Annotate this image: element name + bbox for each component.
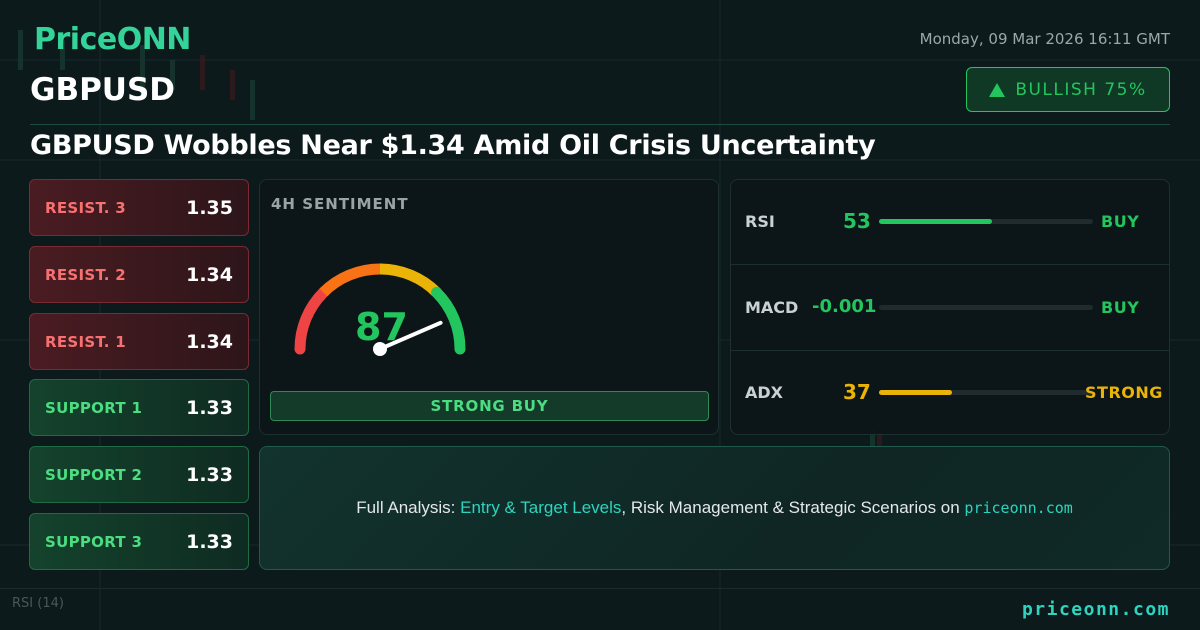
- cta-site-link[interactable]: priceonn.com: [964, 499, 1073, 517]
- adx-value: 37: [843, 380, 871, 404]
- level-label: SUPPORT 2: [45, 465, 143, 484]
- rsi-value: 53: [843, 209, 871, 233]
- cta-middle: , Risk Management & Strategic Scenarios …: [621, 498, 965, 517]
- level-support-2: SUPPORT 2 1.33: [29, 446, 249, 503]
- footer-indicator-label: RSI (14): [12, 596, 64, 611]
- rsi-name: RSI: [745, 212, 775, 231]
- macd-signal: BUY: [1101, 298, 1140, 317]
- level-label: RESIST. 2: [45, 265, 126, 284]
- adx-bar: [879, 390, 1093, 395]
- level-resist-3: RESIST. 3 1.35: [29, 179, 249, 236]
- rsi-bar: [879, 219, 1093, 224]
- timestamp: Monday, 09 Mar 2026 16:11 GMT: [919, 30, 1170, 48]
- level-resist-2: RESIST. 2 1.34: [29, 246, 249, 303]
- level-label: RESIST. 1: [45, 332, 126, 351]
- footer-site-link[interactable]: priceonn.com: [1021, 599, 1170, 620]
- footer-divider: [0, 588, 1200, 589]
- bias-badge: BULLISH 75%: [966, 67, 1170, 112]
- level-resist-1: RESIST. 1 1.34: [29, 313, 249, 370]
- level-value: 1.35: [186, 196, 233, 219]
- cta-highlight: Entry & Target Levels: [460, 498, 622, 517]
- adx-name: ADX: [745, 383, 783, 402]
- headline: GBPUSD Wobbles Near $1.34 Amid Oil Crisi…: [30, 130, 876, 161]
- level-label: SUPPORT 1: [45, 398, 143, 417]
- level-value: 1.34: [186, 263, 233, 286]
- indicator-divider: [731, 264, 1169, 265]
- cta-prefix: Full Analysis:: [356, 498, 461, 517]
- macd-value: -0.001: [812, 296, 877, 317]
- gauge-segment-orange: [319, 263, 381, 297]
- triangle-up-icon: [989, 82, 1006, 97]
- level-value: 1.33: [186, 530, 233, 553]
- adx-signal: STRONG: [1085, 383, 1163, 402]
- gauge-segment-green: [431, 286, 466, 355]
- macd-name: MACD: [745, 298, 799, 317]
- bias-label: BULLISH 75%: [1015, 79, 1147, 100]
- level-value: 1.33: [186, 396, 233, 419]
- gauge-hub: [373, 342, 387, 356]
- full-analysis-banner[interactable]: Full Analysis: Entry & Target Levels, Ri…: [259, 446, 1170, 570]
- adx-bar-fill: [879, 390, 952, 395]
- sentiment-gauge: [294, 263, 466, 356]
- macd-bar: [879, 305, 1093, 310]
- brand-logo: PriceONN: [34, 22, 191, 57]
- level-label: SUPPORT 3: [45, 532, 143, 551]
- gauge-segment-red: [294, 286, 329, 355]
- header-divider: [30, 124, 1170, 125]
- gauge-segment-yellow: [379, 263, 441, 297]
- cta-text: Full Analysis: Entry & Target Levels, Ri…: [356, 498, 1073, 518]
- rsi-signal: BUY: [1101, 212, 1140, 231]
- symbol-title: GBPUSD: [30, 72, 176, 108]
- indicator-divider: [731, 350, 1169, 351]
- sentiment-score: 87: [355, 305, 408, 349]
- rsi-bar-fill: [879, 219, 993, 224]
- level-support-3: SUPPORT 3 1.33: [29, 513, 249, 570]
- level-value: 1.34: [186, 330, 233, 353]
- sentiment-title: 4H SENTIMENT: [271, 195, 409, 213]
- gauge-needle: [378, 320, 443, 351]
- level-value: 1.33: [186, 463, 233, 486]
- sentiment-signal: STRONG BUY: [270, 391, 709, 421]
- level-label: RESIST. 3: [45, 198, 126, 217]
- level-support-1: SUPPORT 1 1.33: [29, 379, 249, 436]
